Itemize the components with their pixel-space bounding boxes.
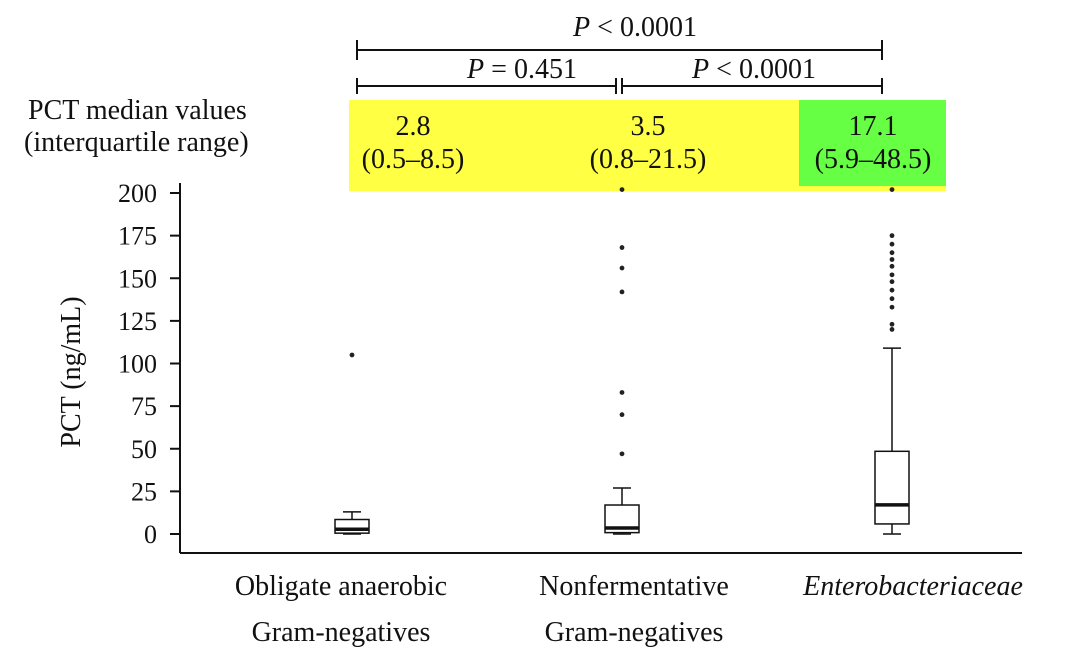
iqr-enterobacteriaceae: (5.9–48.5) <box>815 144 932 175</box>
y-tick-label-75: 75 <box>131 392 157 421</box>
y-tick-label-50: 50 <box>131 435 157 464</box>
annotation-title-line2: (interquartile range) <box>24 127 249 158</box>
category-label-nonfermentative-line1: Nonfermentative <box>539 571 729 602</box>
outlier-point <box>619 245 625 250</box>
y-tick-label-0: 0 <box>144 520 157 549</box>
outlier-point <box>889 327 895 332</box>
outlier-point <box>889 187 895 192</box>
median-value-enterobacteriaceae: 17.1 <box>849 111 898 142</box>
category-label-obligate-anaerobic-line2: Gram-negatives <box>252 617 431 648</box>
box-group-0 <box>334 352 370 535</box>
outlier-point <box>619 451 625 457</box>
comparison-label-top: P < 0.0001 <box>572 12 697 43</box>
category-label-enterobacteriaceae: Enterobacteriaceae <box>802 571 1023 602</box>
category-label-obligate-anaerobic-line1: Obligate anaerobic <box>235 571 447 602</box>
outlier-point <box>889 233 895 239</box>
comparison-bracket-right <box>621 78 883 94</box>
iqr-obligate-anaerobic: (0.5–8.5) <box>362 144 465 175</box>
outlier-point <box>349 352 355 358</box>
outlier-point <box>889 321 895 327</box>
annotation-title-line1: PCT median values <box>28 95 247 126</box>
comparison-label-right: P < 0.0001 <box>691 54 816 85</box>
y-tick-label-175: 175 <box>118 222 157 251</box>
outlier-point <box>889 272 895 278</box>
outlier-point <box>889 263 895 269</box>
outlier-point <box>619 412 625 418</box>
outlier-point <box>889 287 895 293</box>
box-group-2 <box>874 187 910 535</box>
y-tick-label-100: 100 <box>118 350 157 379</box>
comparison-bracket-top <box>356 40 883 60</box>
y-tick-label-25: 25 <box>131 477 157 506</box>
outlier-point <box>619 265 625 271</box>
outlier-point <box>889 257 895 262</box>
outlier-point <box>889 296 895 302</box>
iqr-box <box>334 518 370 534</box>
category-label-nonfermentative-line2: Gram-negatives <box>545 617 724 648</box>
outlier-point <box>619 289 625 295</box>
y-tick-label-200: 200 <box>118 179 157 208</box>
iqr-box <box>874 450 910 525</box>
y-tick-label-125: 125 <box>118 307 157 336</box>
median-value-nonfermentative: 3.5 <box>631 111 666 142</box>
y-axis-label: PCT (ng/mL) <box>56 296 87 447</box>
outlier-point <box>889 241 895 247</box>
outlier-point <box>889 279 895 285</box>
box-group-1 <box>604 187 640 535</box>
median-value-obligate-anaerobic: 2.8 <box>396 111 431 142</box>
y-tick-label-150: 150 <box>118 264 157 293</box>
comparison-bracket-left <box>356 78 617 94</box>
iqr-nonfermentative: (0.8–21.5) <box>590 144 707 175</box>
outlier-point <box>889 250 895 256</box>
comparison-label-left: P = 0.451 <box>466 54 577 85</box>
outlier-point <box>619 187 625 192</box>
annotation-highlight-enterobacteriaceae <box>799 100 946 186</box>
outlier-point <box>619 390 625 395</box>
outlier-point <box>889 304 895 310</box>
